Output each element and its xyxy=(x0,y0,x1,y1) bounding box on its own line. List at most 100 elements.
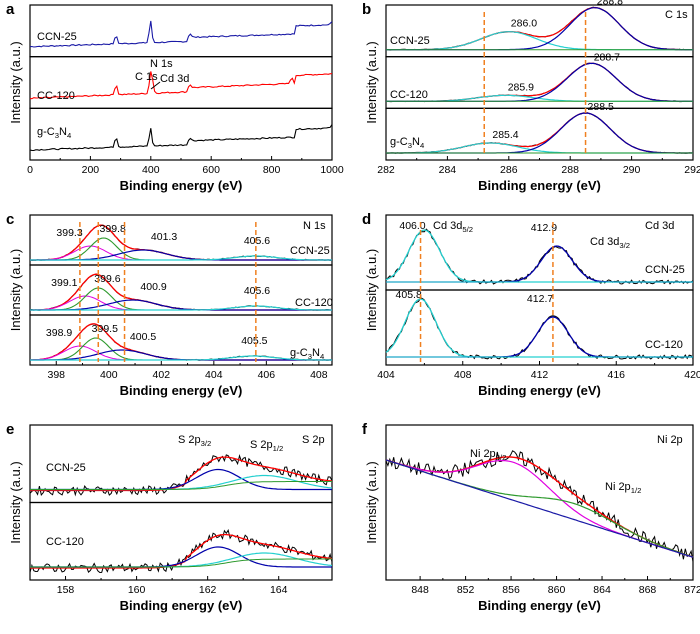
series-label-CCN-25: CCN-25 xyxy=(37,31,77,43)
x-tick-label: 290 xyxy=(623,164,641,176)
raw-data xyxy=(385,450,694,562)
y-axis-label: Intensity (a.u.) xyxy=(8,41,23,123)
x-tick-label: 408 xyxy=(454,369,472,381)
subplot-frame xyxy=(29,264,333,316)
peak-name-Cd3d52: Cd 3d5/2 xyxy=(433,220,473,234)
x-tick-label: 404 xyxy=(377,369,395,381)
row-label: CC-120 xyxy=(645,339,683,351)
fit-component-2 xyxy=(386,62,693,102)
row-label-CCN-25: CCN-25 xyxy=(46,462,86,474)
peak-label: 401.3 xyxy=(151,231,177,243)
spectrum-g-C3N4 xyxy=(29,124,333,152)
panel-title: Cd 3d xyxy=(645,220,674,232)
row-label: CCN-25 xyxy=(645,264,685,276)
row-label-gC3N4: g-C3N4 xyxy=(390,136,425,150)
row-label-CC-120: CC-120 xyxy=(390,89,428,101)
fit-component-3 xyxy=(30,299,332,311)
peak-label: 398.9 xyxy=(46,327,72,339)
x-axis-label: Binding energy (eV) xyxy=(120,178,243,193)
panel-f: 848 852 856 860 864 868 872 Binding energy (eV)… xyxy=(362,421,700,613)
raw-data xyxy=(29,323,333,361)
x-tick-label: 288 xyxy=(561,164,579,176)
peak-label: 405.6 xyxy=(244,285,270,297)
x-tick-label: 400 xyxy=(100,369,118,381)
x-tick-label: 284 xyxy=(439,164,457,176)
peak-name-Cd3d32: Cd 3d3/2 xyxy=(590,236,630,250)
x-tick-label: 400 xyxy=(142,164,160,176)
y-axis-label: Intensity (a.u.) xyxy=(8,249,23,331)
series-label-CC-120: CC-120 xyxy=(37,90,75,102)
x-tick-label: 412 xyxy=(531,369,549,381)
peak-label: 288.7 xyxy=(594,51,620,63)
panel-b: 282 284 286 288 290 292 Binding energy (eV) Int… xyxy=(362,0,700,193)
peak-label: 399.8 xyxy=(100,223,126,235)
x-tick-label: 398 xyxy=(47,369,65,381)
x-tick-label: 162 xyxy=(199,584,217,596)
fit-envelope xyxy=(386,112,693,154)
panel-c: 398 400 402 404 406 408 Binding energy (eV) Int… xyxy=(6,211,333,398)
y-axis-label: Intensity (a.u.) xyxy=(364,41,379,123)
peak-label: 406.0 xyxy=(399,220,425,232)
x-tick-label: 404 xyxy=(205,369,223,381)
x-tick-label: 408 xyxy=(310,369,328,381)
raw-data xyxy=(386,112,694,154)
x-tick-label: 872 xyxy=(684,584,700,596)
spectrum-CCN-25 xyxy=(29,20,333,48)
fit-component-2 xyxy=(386,7,694,51)
x-axis-label: Binding energy (eV) xyxy=(120,598,243,613)
subplot-frame xyxy=(385,424,694,581)
panel-e: 158 160 162 164 Binding energy (eV) Intensity… xyxy=(6,421,333,613)
x-tick-label: 0 xyxy=(27,164,33,176)
fit-component-2 xyxy=(30,474,333,491)
x-tick-label: 864 xyxy=(593,584,611,596)
peak-label: 405.5 xyxy=(241,335,267,347)
subplot-frame xyxy=(29,314,333,366)
x-tick-label: 848 xyxy=(411,584,429,596)
subplot-frame xyxy=(29,107,333,161)
x-tick-label: 860 xyxy=(548,584,566,596)
x-tick-label: 164 xyxy=(270,584,288,596)
x-tick-label: 292 xyxy=(684,164,700,176)
panel-letter: f xyxy=(362,421,368,438)
peak-label: 288.5 xyxy=(588,101,614,113)
fit-component-2 xyxy=(386,112,693,154)
panel-title: C 1s xyxy=(665,9,688,21)
peak-name-Ni2p32: Ni 2p3/2 xyxy=(470,448,506,462)
peak-label: 286.0 xyxy=(511,18,537,30)
fit-component-1 xyxy=(386,31,693,51)
x-axis-label: Binding energy (eV) xyxy=(478,598,601,613)
y-axis-label: Intensity (a.u.) xyxy=(364,461,379,543)
peak-label: 399.1 xyxy=(51,277,77,289)
x-axis-label: Binding energy (eV) xyxy=(478,383,601,398)
raw-data xyxy=(386,6,694,51)
peak-label: 399.5 xyxy=(92,323,118,335)
panel-title: N 1s xyxy=(303,220,326,232)
x-axis-label: Binding energy (eV) xyxy=(120,383,243,398)
peak-name-Ni2p12: Ni 2p1/2 xyxy=(605,481,641,495)
y-axis-label: Intensity (a.u.) xyxy=(364,249,379,331)
row-label-CCN-25: CCN-25 xyxy=(390,35,430,47)
panel-letter: d xyxy=(362,211,371,228)
row-label-CC-120: CC-120 xyxy=(46,536,84,548)
peak-label: 285.4 xyxy=(492,129,518,141)
x-tick-label: 600 xyxy=(202,164,220,176)
y-axis-label: Intensity (a.u.) xyxy=(8,461,23,543)
peak-label: 399.6 xyxy=(94,273,120,285)
baseline xyxy=(30,481,332,490)
panel-a: 0 200 400 600 800 1000 Binding energy (eV) Inte… xyxy=(6,1,344,193)
peak-label: 405.8 xyxy=(396,289,422,301)
peak-label: 399.3 xyxy=(56,227,82,239)
fit-envelope xyxy=(386,6,694,51)
panel-letter: b xyxy=(362,1,371,18)
x-tick-label: 200 xyxy=(82,164,100,176)
x-tick-label: 868 xyxy=(639,584,657,596)
peak-label: 288.8 xyxy=(597,0,623,8)
background xyxy=(385,459,694,558)
fit-component-2 xyxy=(386,316,693,358)
panel-d: 404 408 412 416 420 Binding energy (eV) Intens… xyxy=(362,211,700,398)
annotation-C1s: C 1s xyxy=(135,71,158,83)
peak-label: 405.6 xyxy=(244,235,270,247)
panel-letter: e xyxy=(6,421,14,438)
